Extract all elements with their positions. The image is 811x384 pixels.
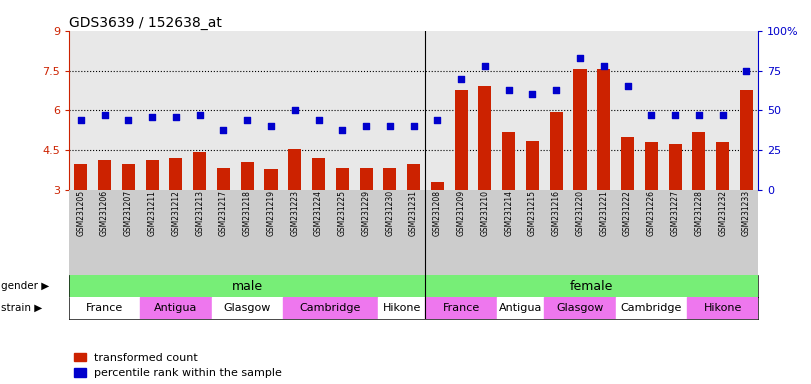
Point	[75, 117, 88, 123]
Point	[526, 91, 539, 98]
Text: strain ▶: strain ▶	[1, 303, 42, 313]
Bar	[407, 164, 420, 190]
Point	[431, 117, 444, 123]
Bar	[716, 142, 729, 190]
FancyBboxPatch shape	[378, 297, 426, 319]
Text: Cambridge: Cambridge	[300, 303, 361, 313]
Bar	[573, 69, 586, 190]
Bar	[193, 152, 206, 190]
Bar	[621, 137, 634, 190]
Bar	[122, 164, 135, 190]
Bar	[502, 132, 515, 190]
FancyBboxPatch shape	[283, 297, 378, 319]
Point	[146, 114, 159, 120]
Bar	[217, 167, 230, 190]
Text: Antigua: Antigua	[499, 303, 543, 313]
Bar	[359, 168, 372, 190]
Bar	[478, 86, 491, 190]
Bar	[384, 168, 397, 190]
Text: Glasgow: Glasgow	[224, 303, 271, 313]
Point	[98, 112, 111, 118]
Point	[550, 87, 563, 93]
FancyBboxPatch shape	[544, 297, 616, 319]
Bar	[431, 182, 444, 190]
Point	[621, 83, 634, 89]
Text: female: female	[570, 280, 614, 293]
Bar	[645, 142, 658, 190]
Point	[193, 112, 206, 118]
Bar	[169, 158, 182, 190]
Bar	[312, 158, 325, 190]
FancyBboxPatch shape	[497, 297, 544, 319]
Point	[502, 87, 515, 93]
Point	[597, 63, 610, 69]
Point	[407, 123, 420, 129]
Point	[645, 112, 658, 118]
Text: France: France	[86, 303, 123, 313]
Bar	[75, 164, 88, 190]
FancyBboxPatch shape	[687, 297, 758, 319]
Point	[740, 68, 753, 74]
Bar	[146, 159, 159, 190]
Bar	[336, 167, 349, 190]
Point	[573, 55, 586, 61]
Point	[264, 123, 277, 129]
Point	[336, 126, 349, 132]
Bar	[668, 144, 681, 190]
FancyBboxPatch shape	[69, 297, 140, 319]
Bar	[740, 91, 753, 190]
Bar	[526, 141, 539, 190]
Point	[478, 63, 491, 69]
FancyBboxPatch shape	[616, 297, 687, 319]
Text: Cambridge: Cambridge	[620, 303, 682, 313]
Text: Hikone: Hikone	[703, 303, 742, 313]
Bar	[98, 159, 111, 190]
Bar	[241, 162, 254, 190]
Point	[122, 117, 135, 123]
Text: Hikone: Hikone	[383, 303, 421, 313]
Text: gender ▶: gender ▶	[1, 281, 49, 291]
Point	[716, 112, 729, 118]
Text: Antigua: Antigua	[154, 303, 198, 313]
Text: Glasgow: Glasgow	[556, 303, 603, 313]
Point	[312, 117, 325, 123]
Point	[169, 114, 182, 120]
Point	[217, 126, 230, 132]
Point	[288, 108, 301, 114]
Bar	[693, 132, 706, 190]
FancyBboxPatch shape	[140, 297, 212, 319]
Point	[384, 123, 397, 129]
Bar	[288, 149, 302, 190]
Bar	[597, 69, 611, 190]
Text: male: male	[232, 280, 263, 293]
Point	[693, 112, 706, 118]
Text: GDS3639 / 152638_at: GDS3639 / 152638_at	[69, 16, 222, 30]
Point	[455, 76, 468, 82]
Bar	[264, 169, 277, 190]
FancyBboxPatch shape	[212, 297, 283, 319]
FancyBboxPatch shape	[426, 297, 497, 319]
Point	[668, 112, 681, 118]
Legend: transformed count, percentile rank within the sample: transformed count, percentile rank withi…	[75, 353, 282, 379]
Text: France: France	[443, 303, 480, 313]
Bar	[550, 112, 563, 190]
Bar	[455, 91, 468, 190]
Point	[241, 117, 254, 123]
Point	[359, 123, 372, 129]
